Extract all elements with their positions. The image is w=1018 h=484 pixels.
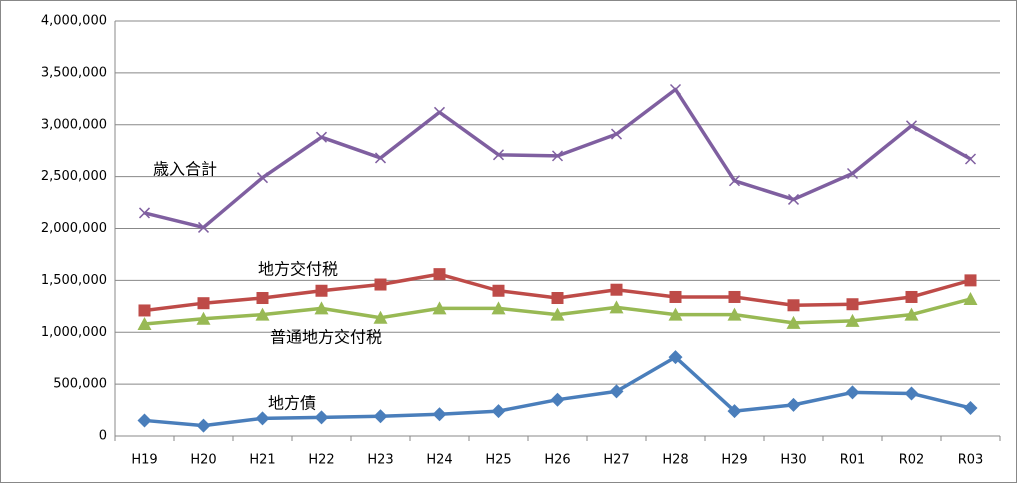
marker <box>197 221 210 233</box>
series-label: 普通地方交付税 <box>270 328 382 347</box>
marker <box>492 284 505 297</box>
marker <box>669 290 682 303</box>
marker <box>669 83 682 96</box>
marker <box>314 410 329 425</box>
x-tick-label: H27 <box>603 453 629 468</box>
marker <box>492 149 505 161</box>
marker <box>196 311 211 325</box>
marker <box>846 167 859 180</box>
marker <box>845 313 860 327</box>
marker <box>491 404 506 419</box>
marker <box>374 152 387 164</box>
marker <box>550 307 565 321</box>
y-tick-label: 2,000,000 <box>41 221 107 236</box>
x-tick-label: H29 <box>721 453 747 468</box>
marker <box>196 418 211 433</box>
series-label: 地方交付税 <box>258 260 338 279</box>
x-tick-label: R03 <box>958 453 984 468</box>
x-tick-label: H24 <box>426 453 452 468</box>
marker <box>905 290 918 303</box>
marker <box>432 301 447 315</box>
marker <box>137 413 152 428</box>
marker <box>845 385 860 400</box>
marker <box>315 284 328 297</box>
x-tick-label: H19 <box>131 453 157 468</box>
x-tick-label: H25 <box>485 453 511 468</box>
marker <box>256 172 269 184</box>
y-tick-label: 2,500,000 <box>41 169 107 184</box>
marker <box>315 131 328 143</box>
x-tick-label: H21 <box>249 453 275 468</box>
series-label: 歳入合計 <box>153 160 217 179</box>
marker <box>197 297 210 310</box>
marker <box>609 384 624 399</box>
y-tick-label: 500,000 <box>53 377 107 392</box>
y-tick-label: 3,500,000 <box>41 65 107 80</box>
x-tick-label: H26 <box>544 453 570 468</box>
y-tick-label: 3,000,000 <box>41 117 107 132</box>
marker <box>786 315 801 329</box>
marker <box>610 128 623 140</box>
marker <box>963 400 978 415</box>
marker <box>491 301 506 315</box>
marker <box>727 404 742 419</box>
marker <box>314 301 329 315</box>
marker <box>433 106 446 118</box>
marker <box>668 307 683 321</box>
x-tick-label: H20 <box>190 453 216 468</box>
marker <box>609 300 624 314</box>
x-tick-label: R01 <box>840 453 866 468</box>
marker <box>255 411 270 426</box>
marker <box>727 307 742 321</box>
marker <box>964 153 977 165</box>
marker <box>138 304 151 317</box>
marker <box>373 310 388 324</box>
marker <box>137 316 152 330</box>
marker <box>786 397 801 412</box>
x-tick-label: H28 <box>662 453 688 468</box>
marker <box>846 298 859 311</box>
y-tick-label: 0 <box>99 429 107 444</box>
marker <box>256 292 269 305</box>
marker <box>255 307 270 321</box>
x-tick-label: R02 <box>899 453 925 468</box>
marker <box>963 292 978 306</box>
marker <box>787 299 800 312</box>
marker <box>551 292 564 305</box>
x-tick-label: H23 <box>367 453 393 468</box>
marker <box>904 307 919 321</box>
y-tick-label: 1,500,000 <box>41 273 107 288</box>
marker <box>432 407 447 422</box>
y-tick-label: 1,000,000 <box>41 325 107 340</box>
marker <box>374 278 387 291</box>
marker <box>433 268 446 281</box>
marker <box>610 283 623 296</box>
marker <box>551 150 564 162</box>
marker <box>668 350 683 365</box>
marker <box>138 207 151 219</box>
marker <box>728 175 741 187</box>
series-label: 地方債 <box>268 394 316 413</box>
y-tick-label: 4,000,000 <box>41 14 107 29</box>
marker <box>787 193 800 205</box>
marker <box>904 386 919 401</box>
marker <box>550 392 565 407</box>
marker <box>964 274 977 287</box>
x-tick-label: H22 <box>308 453 334 468</box>
marker <box>905 120 918 132</box>
x-tick-label: H30 <box>780 453 806 468</box>
marker <box>373 409 388 424</box>
marker <box>728 290 741 303</box>
